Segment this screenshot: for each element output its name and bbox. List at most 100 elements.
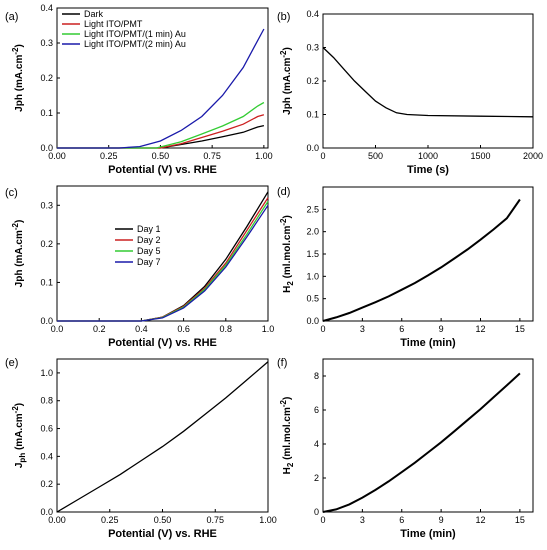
- x-tick-label-f: 9: [439, 515, 444, 525]
- x-axis-label-f: Time (min): [400, 528, 456, 540]
- x-tick-label-d: 15: [515, 324, 525, 334]
- x-tick-label-f: 15: [515, 515, 525, 525]
- y-tick-label-d: 0.5: [306, 294, 319, 304]
- x-axis-label-a: Potential (V) vs. RHE: [108, 164, 217, 176]
- panel-d: 0 3 6 9 12 15 0.0 0.5 1.0 1.5 2.0 2.5 (d) Time (min) H…: [277, 186, 534, 349]
- panel-label-f: (f): [277, 357, 287, 369]
- x-tick-label-f: 6: [399, 515, 404, 525]
- x-tick-label-f: 12: [475, 515, 485, 525]
- panel-a: 0.00 0.25 0.50 0.75 1.00 0.0 0.1 0.2 0.3 0.4 (a) Po…: [5, 3, 273, 176]
- y-tick-label-e: 0.6: [40, 424, 53, 434]
- x-tick-label-c: 0.2: [93, 324, 106, 334]
- y-axis-label-c: Jph (mA.cm-2): [11, 220, 25, 288]
- x-tick-label-a: 0.25: [100, 151, 118, 161]
- series-line-a-2: [57, 101, 265, 149]
- y-tick-label-f: 0: [314, 507, 319, 517]
- y-axis-label-d: H2 (ml.mol.cm-2): [279, 215, 295, 293]
- x-tick-label-e: 0.75: [206, 515, 224, 525]
- x-axis-label-b: Time (s): [407, 164, 449, 176]
- panel-b: 0 500 1000 1500 2000 0.0 0.1 0.2 0.3 0.4 (b) Time (…: [277, 9, 543, 176]
- y-axis-label-f: H2 (ml.mol.cm-2): [279, 397, 295, 475]
- x-tick-label-d: 0: [320, 324, 325, 334]
- y-tick-label-b: 0.2: [306, 76, 319, 86]
- x-tick-label-b: 1000: [418, 151, 438, 161]
- y-tick-label-b: 0.3: [306, 43, 319, 53]
- y-tick-label-d: 1.5: [306, 249, 319, 259]
- legend-entry-a-1: Light ITO/PMT: [84, 19, 143, 29]
- x-tick-label-d: 9: [439, 324, 444, 334]
- series-line-b-0: [322, 47, 534, 118]
- y-tick-label-f: 4: [314, 439, 319, 449]
- y-tick-label-b: 0.1: [306, 110, 319, 120]
- series-line-c-3: [57, 204, 269, 322]
- y-tick-label-d: 0.0: [306, 316, 319, 326]
- panel-label-e: (e): [5, 357, 18, 369]
- x-tick-label-b: 500: [368, 151, 383, 161]
- x-tick-label-d: 12: [475, 324, 485, 334]
- x-tick-label-c: 1.0: [262, 324, 275, 334]
- panel-label-b: (b): [277, 11, 290, 23]
- y-tick-label-f: 2: [314, 473, 319, 483]
- y-axis-label-a: Jph (mA.cm-2): [11, 44, 25, 112]
- y-tick-label-e: 0.8: [40, 396, 53, 406]
- x-tick-label-b: 0: [320, 151, 325, 161]
- y-tick-label-a: 0.1: [40, 108, 53, 118]
- panel-label-d: (d): [277, 186, 290, 198]
- series-line-e-0: [56, 361, 269, 513]
- y-tick-label-e: 0.0: [40, 507, 53, 517]
- y-tick-label-a: 0.4: [40, 3, 53, 13]
- series-line-a-0: [57, 124, 265, 149]
- panel-f: 0 3 6 9 12 15 0 2 4 6 8 (f) Time (min) H2 (ml.mol.cm-…: [277, 357, 534, 540]
- x-tick-label-d: 3: [360, 324, 365, 334]
- x-tick-label-e: 1.00: [259, 515, 277, 525]
- y-tick-label-a: 0.3: [40, 38, 53, 48]
- x-tick-label-c: 0.6: [177, 324, 190, 334]
- x-tick-label-b: 2000: [523, 151, 543, 161]
- legend-entry-c-1: Day 2: [137, 235, 161, 245]
- legend-entry-a-0: Dark: [84, 9, 104, 19]
- x-tick-label-b: 1500: [470, 151, 490, 161]
- x-tick-label-c: 0.4: [135, 324, 148, 334]
- x-axis-label-c: Potential (V) vs. RHE: [108, 337, 217, 349]
- y-tick-label-a: 0.2: [40, 73, 53, 83]
- y-tick-label-e: 1.0: [40, 368, 53, 378]
- series-line-a-3: [57, 28, 265, 149]
- x-tick-label-a: 0.50: [152, 151, 170, 161]
- panel-e: 0.00 0.25 0.50 0.75 1.00 0.0 0.2 0.4 0.6 0.8 1.0 (e…: [5, 357, 277, 540]
- y-tick-label-d: 2.0: [306, 227, 319, 237]
- y-tick-label-b: 0.0: [306, 143, 319, 153]
- legend-entry-c-2: Day 5: [137, 246, 161, 256]
- plot-frame-f: [322, 358, 534, 513]
- x-axis-label-e: Potential (V) vs. RHE: [108, 528, 217, 540]
- plot-frame-e: [56, 358, 269, 513]
- series-line-c-0: [57, 191, 269, 322]
- y-tick-label-d: 1.0: [306, 271, 319, 281]
- y-tick-label-c: 0.0: [40, 316, 53, 326]
- y-tick-label-e: 0.2: [40, 479, 53, 489]
- y-axis-label-e: Jph (mA.cm-2): [11, 403, 27, 468]
- panel-c: 0.0 0.2 0.4 0.6 0.8 1.0 0.0 0.1 0.2 0.3 (c) Potenti…: [5, 185, 275, 349]
- x-tick-label-e: 0.50: [154, 515, 172, 525]
- x-tick-label-c: 0.8: [220, 324, 233, 334]
- plot-frame-c: [56, 185, 269, 322]
- x-tick-label-a: 1.00: [255, 151, 273, 161]
- y-tick-label-f: 6: [314, 405, 319, 415]
- x-tick-label-e: 0.00: [48, 515, 66, 525]
- series-line-f-0: [322, 372, 521, 513]
- x-axis-label-d: Time (min): [400, 337, 456, 349]
- x-tick-label-f: 3: [360, 515, 365, 525]
- y-tick-label-e: 0.4: [40, 451, 53, 461]
- series-line-c-2: [57, 201, 269, 322]
- y-tick-label-c: 0.3: [40, 200, 53, 210]
- y-tick-label-c: 0.2: [40, 239, 53, 249]
- series-line-a-1: [57, 114, 265, 149]
- y-axis-label-b: Jph (mA.cm-2): [279, 47, 293, 115]
- x-tick-label-f: 0: [320, 515, 325, 525]
- panel-label-c: (c): [5, 187, 18, 199]
- series-line-d-0: [322, 198, 521, 322]
- legend-entry-c-0: Day 1: [137, 224, 161, 234]
- legend-entry-a-3: Light ITO/PMT/(2 min) Au: [84, 39, 186, 49]
- y-tick-label-a: 0.0: [40, 143, 53, 153]
- series-line-c-1: [57, 197, 269, 322]
